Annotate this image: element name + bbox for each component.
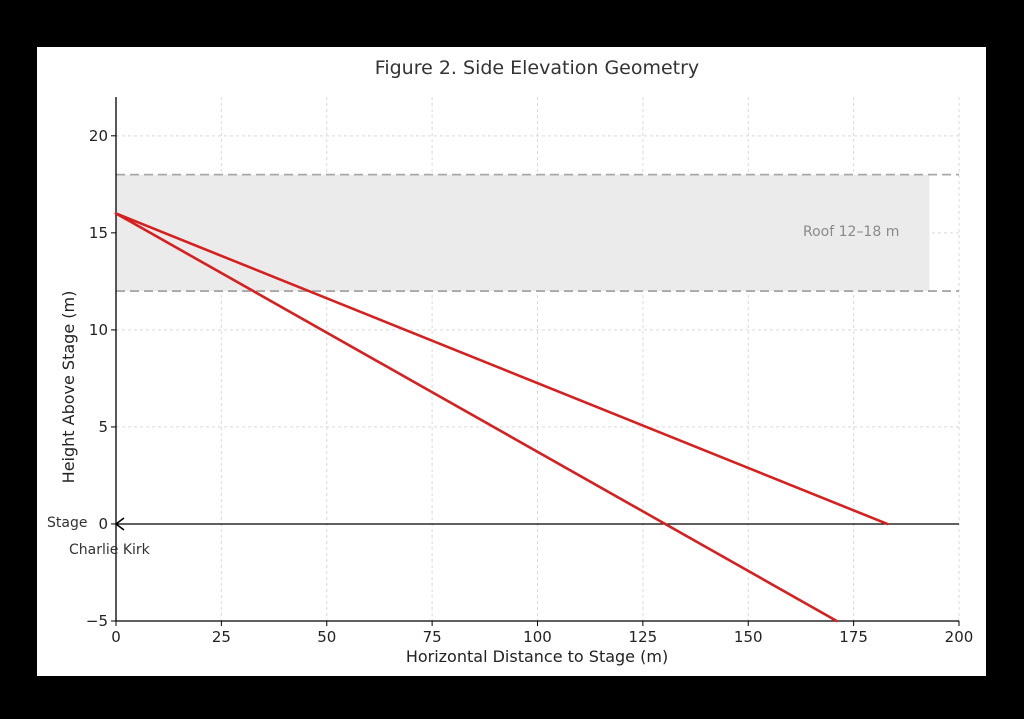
x-tick-label: 175 — [839, 628, 868, 646]
x-tick-label: 50 — [317, 628, 336, 646]
y-axis-title: Height Above Stage (m) — [59, 291, 78, 484]
roof-band-group — [116, 173, 959, 292]
x-tick-label: 125 — [629, 628, 658, 646]
y-tick-label: −5 — [86, 612, 108, 630]
y-tick-label: 10 — [89, 321, 108, 339]
stage-arrow — [114, 517, 125, 531]
x-tick-label: 0 — [111, 628, 121, 646]
x-tick-label: 25 — [212, 628, 231, 646]
roof-band — [116, 174, 930, 292]
x-tick-label: 200 — [945, 628, 974, 646]
chart-title: Figure 2. Side Elevation Geometry — [375, 57, 699, 79]
person-annotation: Charlie Kirk — [69, 542, 151, 558]
series-group — [114, 212, 889, 623]
roof-label: Roof 12–18 m — [803, 224, 899, 240]
x-tick-label: 75 — [423, 628, 442, 646]
y-tick-label: 0 — [98, 515, 108, 533]
x-axis-title: Horizontal Distance to Stage (m) — [406, 647, 668, 666]
x-tick-label: 150 — [734, 628, 763, 646]
x-tick-label: 100 — [523, 628, 552, 646]
sightline-1 — [114, 212, 889, 526]
figure-frame: 0 25 50 75 100 125 150 175 200 −5 0 5 10 15 20 Figure … — [37, 47, 986, 676]
y-tick-label: 5 — [98, 418, 108, 436]
y-tick-label: 15 — [89, 224, 108, 242]
sightline-2 — [114, 212, 839, 623]
y-tick-label: 20 — [89, 127, 108, 145]
stage-annotation: Stage — [47, 515, 87, 531]
labels: Figure 2. Side Elevation Geometry Horizo… — [47, 57, 899, 666]
